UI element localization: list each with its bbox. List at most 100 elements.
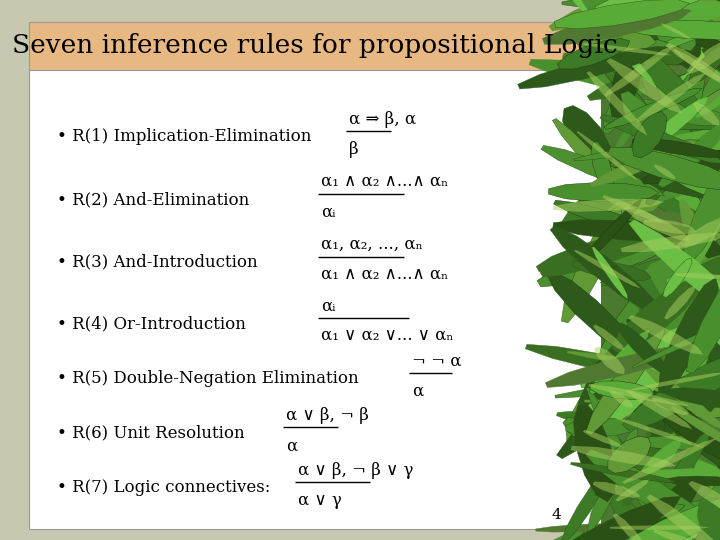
Polygon shape xyxy=(610,32,644,120)
Text: • R(4) Or-Introduction: • R(4) Or-Introduction xyxy=(58,315,246,332)
Polygon shape xyxy=(577,131,638,181)
Polygon shape xyxy=(562,0,651,7)
Polygon shape xyxy=(563,417,628,457)
Polygon shape xyxy=(688,43,720,84)
Polygon shape xyxy=(611,494,720,540)
Polygon shape xyxy=(550,226,664,317)
Polygon shape xyxy=(557,357,675,458)
Polygon shape xyxy=(618,276,720,326)
Text: α: α xyxy=(413,383,423,400)
Polygon shape xyxy=(616,480,649,502)
Polygon shape xyxy=(650,0,698,17)
Polygon shape xyxy=(595,504,685,531)
Polygon shape xyxy=(657,301,712,334)
Polygon shape xyxy=(587,71,647,136)
Polygon shape xyxy=(590,141,696,187)
Polygon shape xyxy=(630,26,671,153)
Text: • R(3) And-Introduction: • R(3) And-Introduction xyxy=(58,254,258,271)
Polygon shape xyxy=(653,302,709,339)
Polygon shape xyxy=(596,166,720,204)
Polygon shape xyxy=(654,164,675,179)
Polygon shape xyxy=(626,381,720,472)
Polygon shape xyxy=(604,45,674,97)
Polygon shape xyxy=(595,0,705,16)
Polygon shape xyxy=(659,507,720,540)
Polygon shape xyxy=(666,476,720,486)
Polygon shape xyxy=(629,220,720,329)
Polygon shape xyxy=(673,338,713,414)
Polygon shape xyxy=(683,97,720,118)
Polygon shape xyxy=(652,347,720,455)
Polygon shape xyxy=(607,493,703,540)
Polygon shape xyxy=(571,446,676,468)
Polygon shape xyxy=(555,372,720,398)
Polygon shape xyxy=(652,398,689,415)
Polygon shape xyxy=(665,3,720,104)
Polygon shape xyxy=(554,0,689,29)
Polygon shape xyxy=(683,442,720,525)
Polygon shape xyxy=(636,339,720,372)
Polygon shape xyxy=(554,200,678,241)
Text: α₁ ∧ α₂ ∧...∧ αₙ: α₁ ∧ α₂ ∧...∧ αₙ xyxy=(320,174,448,191)
Text: αᵢ: αᵢ xyxy=(320,204,336,221)
Polygon shape xyxy=(610,390,633,408)
Polygon shape xyxy=(683,155,720,264)
Polygon shape xyxy=(586,387,654,523)
Polygon shape xyxy=(657,301,720,410)
Polygon shape xyxy=(592,247,628,300)
Polygon shape xyxy=(658,278,719,394)
Polygon shape xyxy=(662,0,720,57)
Polygon shape xyxy=(629,315,703,355)
Polygon shape xyxy=(616,417,703,448)
FancyBboxPatch shape xyxy=(29,22,601,70)
Polygon shape xyxy=(626,314,720,325)
Text: β: β xyxy=(349,141,359,158)
Polygon shape xyxy=(685,257,720,342)
Polygon shape xyxy=(696,65,720,118)
Polygon shape xyxy=(602,21,701,113)
Polygon shape xyxy=(600,256,683,286)
Polygon shape xyxy=(528,496,681,540)
Polygon shape xyxy=(621,233,720,252)
Polygon shape xyxy=(605,326,687,424)
Polygon shape xyxy=(701,48,720,85)
Polygon shape xyxy=(647,225,720,316)
Polygon shape xyxy=(571,462,676,483)
Polygon shape xyxy=(657,52,720,172)
Polygon shape xyxy=(647,298,720,354)
Polygon shape xyxy=(597,188,665,229)
Polygon shape xyxy=(559,0,656,87)
Text: α₁, α₂, ..., αₙ: α₁, α₂, ..., αₙ xyxy=(320,237,423,253)
Polygon shape xyxy=(593,325,624,350)
Polygon shape xyxy=(697,318,719,373)
Polygon shape xyxy=(653,530,704,540)
Polygon shape xyxy=(564,0,671,40)
Text: α₁ ∨ α₂ ∨... ∨ αₙ: α₁ ∨ α₂ ∨... ∨ αₙ xyxy=(320,328,453,345)
Polygon shape xyxy=(594,347,625,374)
Polygon shape xyxy=(618,381,698,428)
Text: • R(1) Implication-Elimination: • R(1) Implication-Elimination xyxy=(58,129,312,145)
Polygon shape xyxy=(604,119,659,244)
Polygon shape xyxy=(598,0,715,24)
Polygon shape xyxy=(622,438,717,484)
Polygon shape xyxy=(558,132,679,233)
Text: 4: 4 xyxy=(552,508,561,522)
Polygon shape xyxy=(613,514,644,540)
Polygon shape xyxy=(567,27,657,51)
Polygon shape xyxy=(659,0,697,48)
Polygon shape xyxy=(686,261,720,373)
Polygon shape xyxy=(649,154,720,207)
Polygon shape xyxy=(647,495,720,540)
Polygon shape xyxy=(619,368,667,397)
Polygon shape xyxy=(652,113,720,130)
Polygon shape xyxy=(621,91,688,185)
Polygon shape xyxy=(674,182,720,295)
Polygon shape xyxy=(561,462,613,540)
Polygon shape xyxy=(680,440,720,536)
Polygon shape xyxy=(545,344,706,388)
Polygon shape xyxy=(611,537,720,540)
Polygon shape xyxy=(639,0,720,58)
Polygon shape xyxy=(675,178,720,209)
Polygon shape xyxy=(675,213,720,250)
Polygon shape xyxy=(574,140,699,161)
